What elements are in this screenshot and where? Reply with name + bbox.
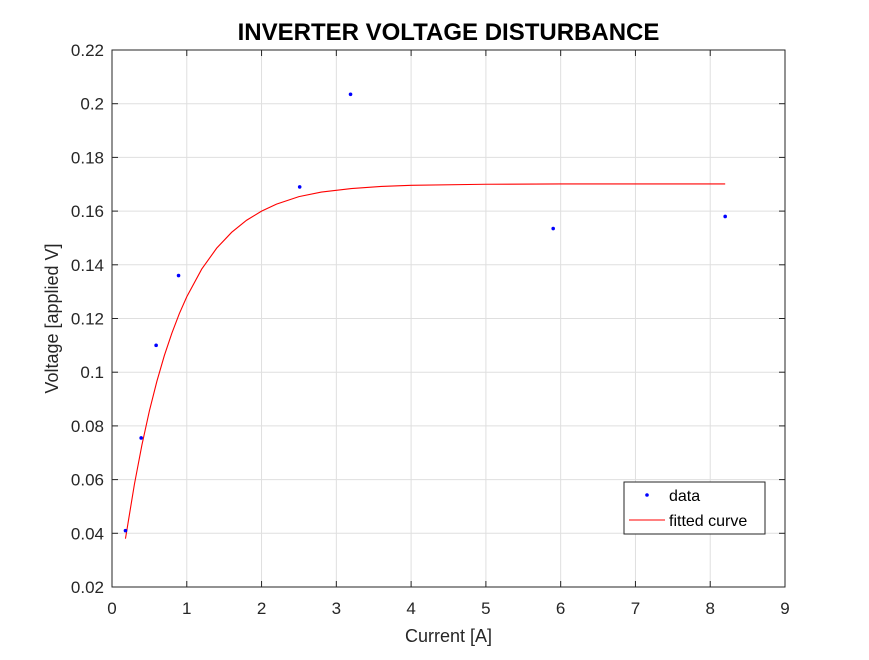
x-tick-label: 0 <box>107 599 116 618</box>
y-axis-label: Voltage [applied V] <box>42 243 62 393</box>
data-point <box>123 528 128 533</box>
x-tick-labels: 0 1 2 3 4 5 6 7 8 9 <box>107 599 789 618</box>
x-tick-label: 2 <box>257 599 266 618</box>
y-tick-label: 0.04 <box>71 524 104 543</box>
data-point <box>154 343 158 348</box>
tick-layer <box>111 49 786 588</box>
y-tick-label: 0.06 <box>71 471 104 490</box>
data-point <box>723 214 727 219</box>
y-tick-label: 0.12 <box>71 310 104 329</box>
x-tick-label: 5 <box>481 599 490 618</box>
data-point <box>551 226 555 231</box>
x-axis-label: Current [A] <box>405 626 492 646</box>
y-tick-label: 0.22 <box>71 41 104 60</box>
y-tick-label: 0.18 <box>71 148 104 167</box>
series-layer <box>123 92 727 539</box>
chart-title: INVERTER VOLTAGE DISTURBANCE <box>238 19 660 46</box>
legend-data-label: data <box>669 488 700 505</box>
data-point <box>176 273 181 278</box>
fitted-curve-line <box>124 183 726 539</box>
x-tick-label: 8 <box>705 599 714 618</box>
y-tick-label: 0.14 <box>71 256 104 275</box>
y-tick-label: 0.2 <box>80 95 104 114</box>
y-tick-label: 0.16 <box>71 202 104 221</box>
data-point <box>348 92 353 97</box>
x-tick-label: 6 <box>556 599 565 618</box>
y-tick-label: 0.02 <box>71 578 104 597</box>
legend-box <box>623 481 766 535</box>
y-tick-label: 0.1 <box>80 363 104 382</box>
legend-fitted-curve-label: fitted curve <box>669 513 747 530</box>
legend-data-marker <box>645 493 649 497</box>
x-tick-label: 1 <box>182 599 191 618</box>
y-tick-label: 0.08 <box>71 417 104 436</box>
legend: data fitted curve <box>623 481 766 535</box>
x-tick-label: 3 <box>332 599 341 618</box>
data-point <box>297 185 302 189</box>
x-tick-label: 9 <box>780 599 789 618</box>
x-tick-label: 7 <box>631 599 640 618</box>
x-tick-label: 4 <box>406 599 415 618</box>
data-point <box>139 436 143 440</box>
y-tick-labels: 0.02 0.04 0.06 0.08 0.1 0.12 0.14 0.16 0.18 0.2 0.… <box>71 41 104 597</box>
